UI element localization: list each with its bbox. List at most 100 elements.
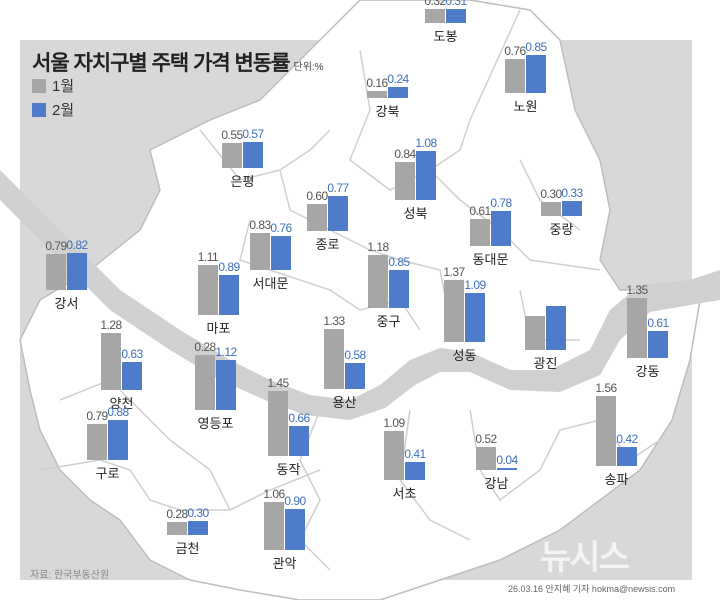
bar-pair: 1.33 0.58	[323, 314, 366, 389]
district-name: 송파	[604, 472, 629, 487]
bar-feb: 0.90	[284, 494, 306, 550]
value-label-feb: 1.12	[215, 345, 237, 359]
value-label-jan: 0.16	[366, 76, 388, 90]
bar-pair: 1.18 0.85	[367, 240, 410, 308]
value-label-jan: 1.28	[100, 318, 122, 332]
chart-title: 서울 자치구별 주택 가격 변동률 단위:%	[32, 47, 324, 77]
district-group: 1.28 0.63 양천	[100, 317, 201, 412]
value-label-jan: 0.79	[45, 239, 67, 253]
value-label-feb: 0.78	[490, 196, 512, 210]
district-name: 중구	[376, 314, 401, 329]
district-group: 1.35 0.61 강동	[626, 282, 720, 380]
legend-swatch-feb	[32, 103, 46, 117]
district-group: 1.37 1.09 성동	[443, 264, 544, 364]
bar-pair: 0.28 1.12	[194, 340, 237, 410]
bar-jan: 0.76	[504, 44, 526, 93]
bar-pair: 0.28 0.30	[166, 506, 209, 535]
district-group: 1.18 0.85 중구	[367, 239, 468, 330]
district-group: 0.76 0.85 노원	[504, 39, 605, 115]
district-group: 0.84 1.08 성북	[394, 135, 495, 222]
district-name: 서초	[392, 486, 417, 501]
legend-item-jan: 1월	[32, 75, 112, 95]
value-label-jan: 1.45	[267, 376, 289, 390]
value-label-jan: 0.28	[166, 507, 188, 521]
bar-feb: 0.88	[107, 405, 129, 460]
bar-jan: 1.56	[595, 381, 617, 466]
bar-feb: 0.85	[388, 255, 410, 308]
bar-feb: 0.66	[288, 411, 310, 456]
bar-feb: 0.61	[647, 316, 669, 358]
bar-feb: 0.57	[242, 127, 264, 168]
district-name: 성동	[452, 348, 477, 363]
bar-pair: 0.60 0.77	[306, 181, 349, 231]
value-label-feb: 1.09	[464, 278, 486, 292]
bar-pair: 1.11 0.89	[198, 250, 240, 315]
bar-pair: 1.45 0.66	[267, 376, 310, 456]
bar-jan: 1.35	[626, 283, 648, 358]
value-label-jan: 0.76	[504, 44, 526, 58]
value-label-feb: 0.90	[284, 494, 306, 508]
newsis-watermark: 뉴시스	[540, 539, 630, 577]
value-label-jan: 0.60	[306, 189, 328, 203]
district-group: 0.79 0.82 강서	[45, 237, 146, 312]
source-note: 자료: 한국부동산원	[30, 570, 110, 581]
legend-item-feb: 2월	[32, 99, 112, 119]
district-group: 0.79 0.88 구로	[86, 404, 187, 482]
value-label-jan: 0.55	[221, 128, 243, 142]
district-name: 서대문	[252, 276, 289, 291]
bar-feb: 0.89	[218, 260, 240, 315]
district-group: 1.33 0.58 용산	[323, 313, 424, 411]
value-label-feb: 1.08	[415, 136, 437, 150]
bar-feb: 0.77	[327, 181, 349, 231]
bar-pair: 1.56 0.42	[595, 381, 638, 466]
district-group: 0.83 0.76 서대문	[249, 217, 350, 292]
bar-jan: 0.30	[540, 187, 562, 216]
unit-label: 단위:%	[293, 62, 324, 73]
bar-jan: 0.28	[166, 507, 188, 535]
district-name: 강동	[635, 364, 660, 379]
bar-jan: 0.61	[469, 204, 491, 246]
bar-pair: 0.83 0.76	[249, 218, 292, 270]
bar-feb: 0.24	[387, 72, 409, 98]
bar-jan: 1.11	[198, 250, 219, 315]
bar-feb: 0.41	[404, 447, 426, 480]
value-label-feb: 0.63	[121, 347, 143, 361]
value-label-feb: 0.30	[187, 506, 209, 520]
bar-jan: 1.28	[100, 318, 122, 390]
district-name: 관악	[272, 556, 297, 571]
bar-pair: 0.76 0.85	[504, 40, 547, 93]
value-label-jan: 1.33	[323, 314, 345, 328]
value-label-feb: 0.57	[242, 127, 264, 141]
value-label-feb: 0.82	[66, 238, 88, 252]
district-group: 0.30 0.33 중랑	[540, 185, 641, 238]
bar-jan: 1.33	[323, 314, 345, 389]
bar-feb: 1.09	[464, 278, 486, 342]
district-name: 은평	[230, 174, 255, 189]
bar-jan: 0.83	[249, 218, 271, 270]
bar-pair	[525, 306, 567, 350]
district-name: 금천	[175, 541, 200, 556]
bar-feb: 0.78	[490, 196, 512, 246]
bar-jan: 1.09	[383, 416, 405, 480]
bar-feb: 0.85	[525, 40, 547, 93]
district-name: 종로	[315, 237, 340, 252]
district-group: 0.52 0.04 강남	[475, 431, 576, 492]
bar-feb: 0.04	[496, 453, 518, 470]
bar-pair: 0.84 1.08	[394, 136, 437, 200]
district-name: 강서	[54, 296, 79, 311]
bar-jan: 1.06	[263, 487, 285, 550]
bar-feb: 0.76	[270, 221, 292, 270]
district-name: 광진	[533, 356, 558, 371]
value-label-feb: 0.24	[387, 72, 409, 86]
value-label-jan: 0.52	[475, 432, 497, 446]
bar-jan: 0.79	[45, 239, 67, 290]
value-label-jan: 1.06	[263, 487, 285, 501]
value-label-jan: 0.84	[394, 147, 416, 161]
value-label-jan: 0.30	[540, 187, 562, 201]
district-group: 1.45 0.66 동작	[267, 375, 368, 478]
value-label-feb: 0.04	[496, 453, 518, 467]
district-name: 강북	[375, 104, 400, 119]
district-group: 0.60 0.77 종로	[306, 180, 407, 253]
value-label-jan: 1.35	[626, 283, 648, 297]
